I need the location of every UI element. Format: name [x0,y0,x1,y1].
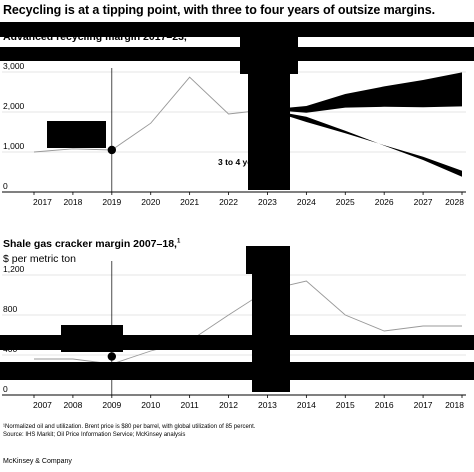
chart1-plot: 0 1,000 2,000 3,000 2017 2018 2019 2020 2021 2022… [2,61,466,207]
chart1-xtick-label: 2024 [297,197,316,207]
chart1-series-line [33,76,268,153]
chart2-xtick-label: 2010 [141,400,160,410]
chart2-subtitle: $ per metric ton [3,253,76,265]
chart2-title-text: Shale gas cracker margin 2007–18, [3,238,177,250]
source-note: Source: IHS Markit; Oil Price Informatio… [3,432,186,438]
chart1-xtick-label: 2027 [414,197,433,207]
redaction-bar [0,362,474,380]
chart2-xtick-label: 2009 [102,400,121,410]
chart1-xtick-label: 2020 [141,197,160,207]
chart2-xtick-label: 2015 [336,400,355,410]
chart2-xtick-label: 2013 [258,400,277,410]
chart2-ytick-label: 800 [3,304,17,314]
redaction-bar [0,47,474,61]
chart2-xtick-label: 2007 [33,400,52,410]
redaction-block [240,30,298,74]
page-title: Recycling is at a tipping point, with th… [3,3,435,17]
chart1-projection-upper [267,72,462,113]
chart2-xtick-label: 2008 [63,400,82,410]
chart2-xtick-label: 2016 [375,400,394,410]
chart1-xtick-label: 2021 [180,197,199,207]
chart2-ytick-label: 0 [3,384,8,394]
chart1-xtick-label: 2026 [375,197,394,207]
chart1-xtick-label: 2017 [33,197,52,207]
chart2-xtick-label: 2012 [219,400,238,410]
redaction-block [246,246,290,274]
brand-logo-text: McKinsey & Company [3,458,72,465]
chart1-ytick-label: 2,000 [3,101,25,111]
chart2-title-superscript: 1 [176,238,181,245]
chart1-xtick-label: 2022 [219,197,238,207]
chart1-annotation: 3 to 4 ye [218,157,252,167]
redaction-bar [0,22,474,37]
chart1-ytick-label: 3,000 [3,61,25,71]
chart1-xtick-label: 2023 [258,197,277,207]
chart1-ytick-label: 0 [3,181,8,191]
redaction-bar [0,335,474,350]
chart2-plot: 04008001,2002007200820092010201120122013… [2,261,466,410]
chart2-title: Shale gas cracker margin 2007–18,1 [3,238,180,250]
chart2-xtick-label: 2014 [297,400,316,410]
chart1-ytick-label: 1,000 [3,141,25,151]
chart1-xtick-label: 2025 [336,197,355,207]
chart2-ytick-label: 1,200 [3,264,25,274]
footnote: ¹Normalized oil and utilization. Brent p… [3,424,256,430]
chart2-xtick-label: 2017 [414,400,433,410]
chart2-xtick-label: 2018 [445,400,464,410]
chart1-xtick-label: 2019 [102,197,121,207]
redaction-block [47,121,106,148]
chart1-xtick-label: 2028 [445,197,464,207]
chart2-xtick-label: 2011 [180,400,199,410]
chart2-highlight-dot [107,352,117,361]
chart1-highlight-dot [107,145,117,155]
redaction-block [248,74,290,190]
chart1-xtick-label: 2018 [63,197,82,207]
